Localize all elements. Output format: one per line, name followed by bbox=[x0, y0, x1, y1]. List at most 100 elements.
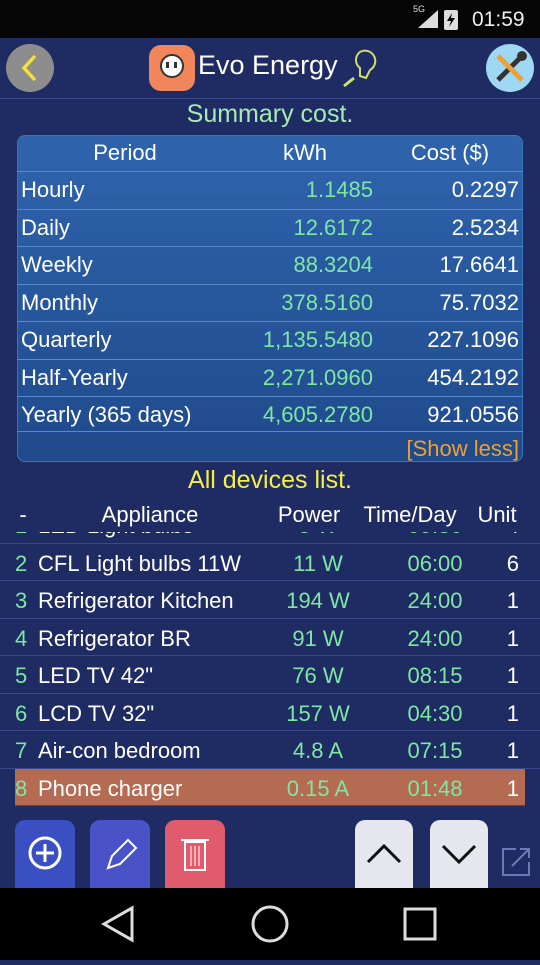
add-button[interactable] bbox=[15, 820, 75, 888]
power: 11 W bbox=[293, 550, 343, 576]
device-row[interactable]: 1 LED Light bulbs 5 W09:304 bbox=[0, 532, 540, 544]
summary-table bbox=[17, 135, 523, 462]
summary-header: Period bbox=[93, 140, 157, 165]
cost: 75.7032 bbox=[439, 289, 519, 315]
delete-button[interactable] bbox=[165, 820, 225, 888]
unit: 4 bbox=[319, 532, 519, 539]
power: 157 W bbox=[286, 700, 350, 726]
appliance: Refrigerator Kitchen bbox=[38, 588, 234, 613]
devices-title: All devices list. bbox=[188, 466, 352, 494]
power: 194 W bbox=[286, 588, 350, 613]
index: 1 bbox=[15, 532, 27, 539]
move-down-button[interactable] bbox=[430, 820, 488, 888]
time-per-day: 01:48 bbox=[407, 775, 463, 801]
device-row[interactable]: 7 Air-con bedroom 4.8 A 07:15 1 bbox=[0, 731, 540, 769]
list-header: Appliance bbox=[101, 502, 199, 527]
status-bar: 5G 01:59 bbox=[0, 0, 540, 38]
kwh: 2,271.0960 bbox=[262, 364, 373, 390]
row-divider bbox=[17, 246, 523, 247]
period: Half-Yearly bbox=[21, 364, 128, 390]
appliance: CFL Light bulbs 11W bbox=[38, 550, 241, 576]
row-divider bbox=[17, 208, 523, 210]
index: 3 bbox=[15, 588, 28, 613]
appliance: LED TV 42" bbox=[38, 663, 154, 688]
power: 4.8 A bbox=[292, 738, 344, 763]
power: 5 W bbox=[218, 532, 418, 539]
index: 2 bbox=[15, 550, 28, 576]
power: 0.15 A bbox=[286, 775, 350, 801]
unit: 1 bbox=[506, 700, 519, 726]
nav-home[interactable] bbox=[251, 905, 289, 943]
period: Weekly bbox=[21, 252, 93, 277]
period: Hourly bbox=[21, 177, 85, 202]
appliance: Refrigerator BR bbox=[38, 625, 191, 651]
back-button[interactable] bbox=[6, 44, 54, 92]
period: Yearly (365 days) bbox=[21, 402, 192, 427]
cost: 454.2192 bbox=[427, 364, 519, 390]
unit: 6 bbox=[506, 550, 519, 576]
row-divider bbox=[17, 321, 523, 322]
edit-button[interactable] bbox=[90, 820, 150, 888]
unit: 1 bbox=[506, 738, 519, 763]
export-button[interactable] bbox=[500, 846, 532, 878]
time-per-day: 06:00 bbox=[407, 550, 463, 576]
nav-back[interactable] bbox=[100, 905, 134, 943]
summary-title: Summary cost. bbox=[186, 100, 354, 128]
period: Daily bbox=[21, 214, 70, 240]
cost: 921.0556 bbox=[427, 402, 519, 427]
summary-header: kWh bbox=[283, 140, 327, 165]
device-row-selected[interactable]: 8 Phone charger 0.15 A 01:48 1 bbox=[15, 768, 525, 806]
summary-header: Cost ($) bbox=[410, 140, 490, 165]
power: 91 W bbox=[292, 625, 344, 651]
row-divider bbox=[17, 283, 523, 285]
index: 7 bbox=[15, 738, 28, 763]
kwh: 1,135.5480 bbox=[262, 327, 373, 352]
device-row[interactable]: 6 LCD TV 32" 157 W 04:30 1 bbox=[0, 694, 540, 731]
kwh: 88.3204 bbox=[293, 252, 373, 277]
index: 5 bbox=[15, 663, 28, 688]
unit: 1 bbox=[506, 588, 519, 613]
time-per-day: 08:15 bbox=[407, 663, 463, 688]
appliance: Air-con bedroom bbox=[38, 738, 201, 763]
settings-button[interactable] bbox=[486, 44, 534, 92]
list-header: Unit bbox=[477, 502, 517, 527]
kwh: 12.6172 bbox=[293, 214, 373, 240]
row-divider bbox=[17, 396, 523, 397]
appliance: LCD TV 32" bbox=[38, 700, 155, 726]
period: Quarterly bbox=[21, 327, 112, 352]
device-row[interactable]: 2 CFL Light bulbs 11W 11 W 06:00 6 bbox=[0, 544, 540, 581]
app-title: Evo Energy bbox=[198, 50, 338, 80]
kwh: 1.1485 bbox=[305, 177, 373, 202]
divider bbox=[0, 98, 540, 99]
show-less-link[interactable]: [Show less] bbox=[406, 436, 520, 461]
time-per-day: 07:15 bbox=[407, 738, 463, 763]
cost: 2.5234 bbox=[451, 214, 519, 240]
device-row[interactable]: 4 Refrigerator BR 91 W 24:00 1 bbox=[0, 619, 540, 656]
nav-recent[interactable] bbox=[403, 907, 437, 941]
status-icons bbox=[418, 10, 458, 30]
list-header: Time/Day bbox=[363, 502, 457, 527]
cost: 0.2297 bbox=[451, 177, 519, 202]
list-header: Power bbox=[277, 502, 341, 527]
kwh: 378.5160 bbox=[281, 289, 373, 315]
network: 5G bbox=[413, 4, 426, 14]
index: 4 bbox=[15, 625, 28, 651]
device-row[interactable]: 3 Refrigerator Kitchen 194 W 24:00 1 bbox=[0, 581, 540, 619]
kwh: 4,605.2780 bbox=[262, 402, 373, 427]
appliance: LED Light bulbs bbox=[38, 532, 193, 539]
device-row[interactable]: 5 LED TV 42" 76 W 08:15 1 bbox=[0, 656, 540, 694]
appliance: Phone charger bbox=[38, 775, 183, 801]
index: 6 bbox=[15, 700, 28, 726]
device-list: 1LED Light bulbs5 W09:3042CFL Light bulb… bbox=[0, 532, 540, 820]
logo bbox=[149, 45, 377, 91]
unit: 1 bbox=[506, 663, 519, 688]
move-up-button[interactable] bbox=[355, 820, 413, 888]
period: Monthly bbox=[21, 289, 99, 315]
power: 76 W bbox=[292, 663, 344, 688]
time-per-day: 09:30 bbox=[335, 532, 535, 539]
index: 8 bbox=[15, 775, 28, 801]
clock: 01:59 bbox=[472, 8, 525, 31]
time-per-day: 24:00 bbox=[407, 625, 463, 651]
list-header: - bbox=[19, 502, 27, 527]
